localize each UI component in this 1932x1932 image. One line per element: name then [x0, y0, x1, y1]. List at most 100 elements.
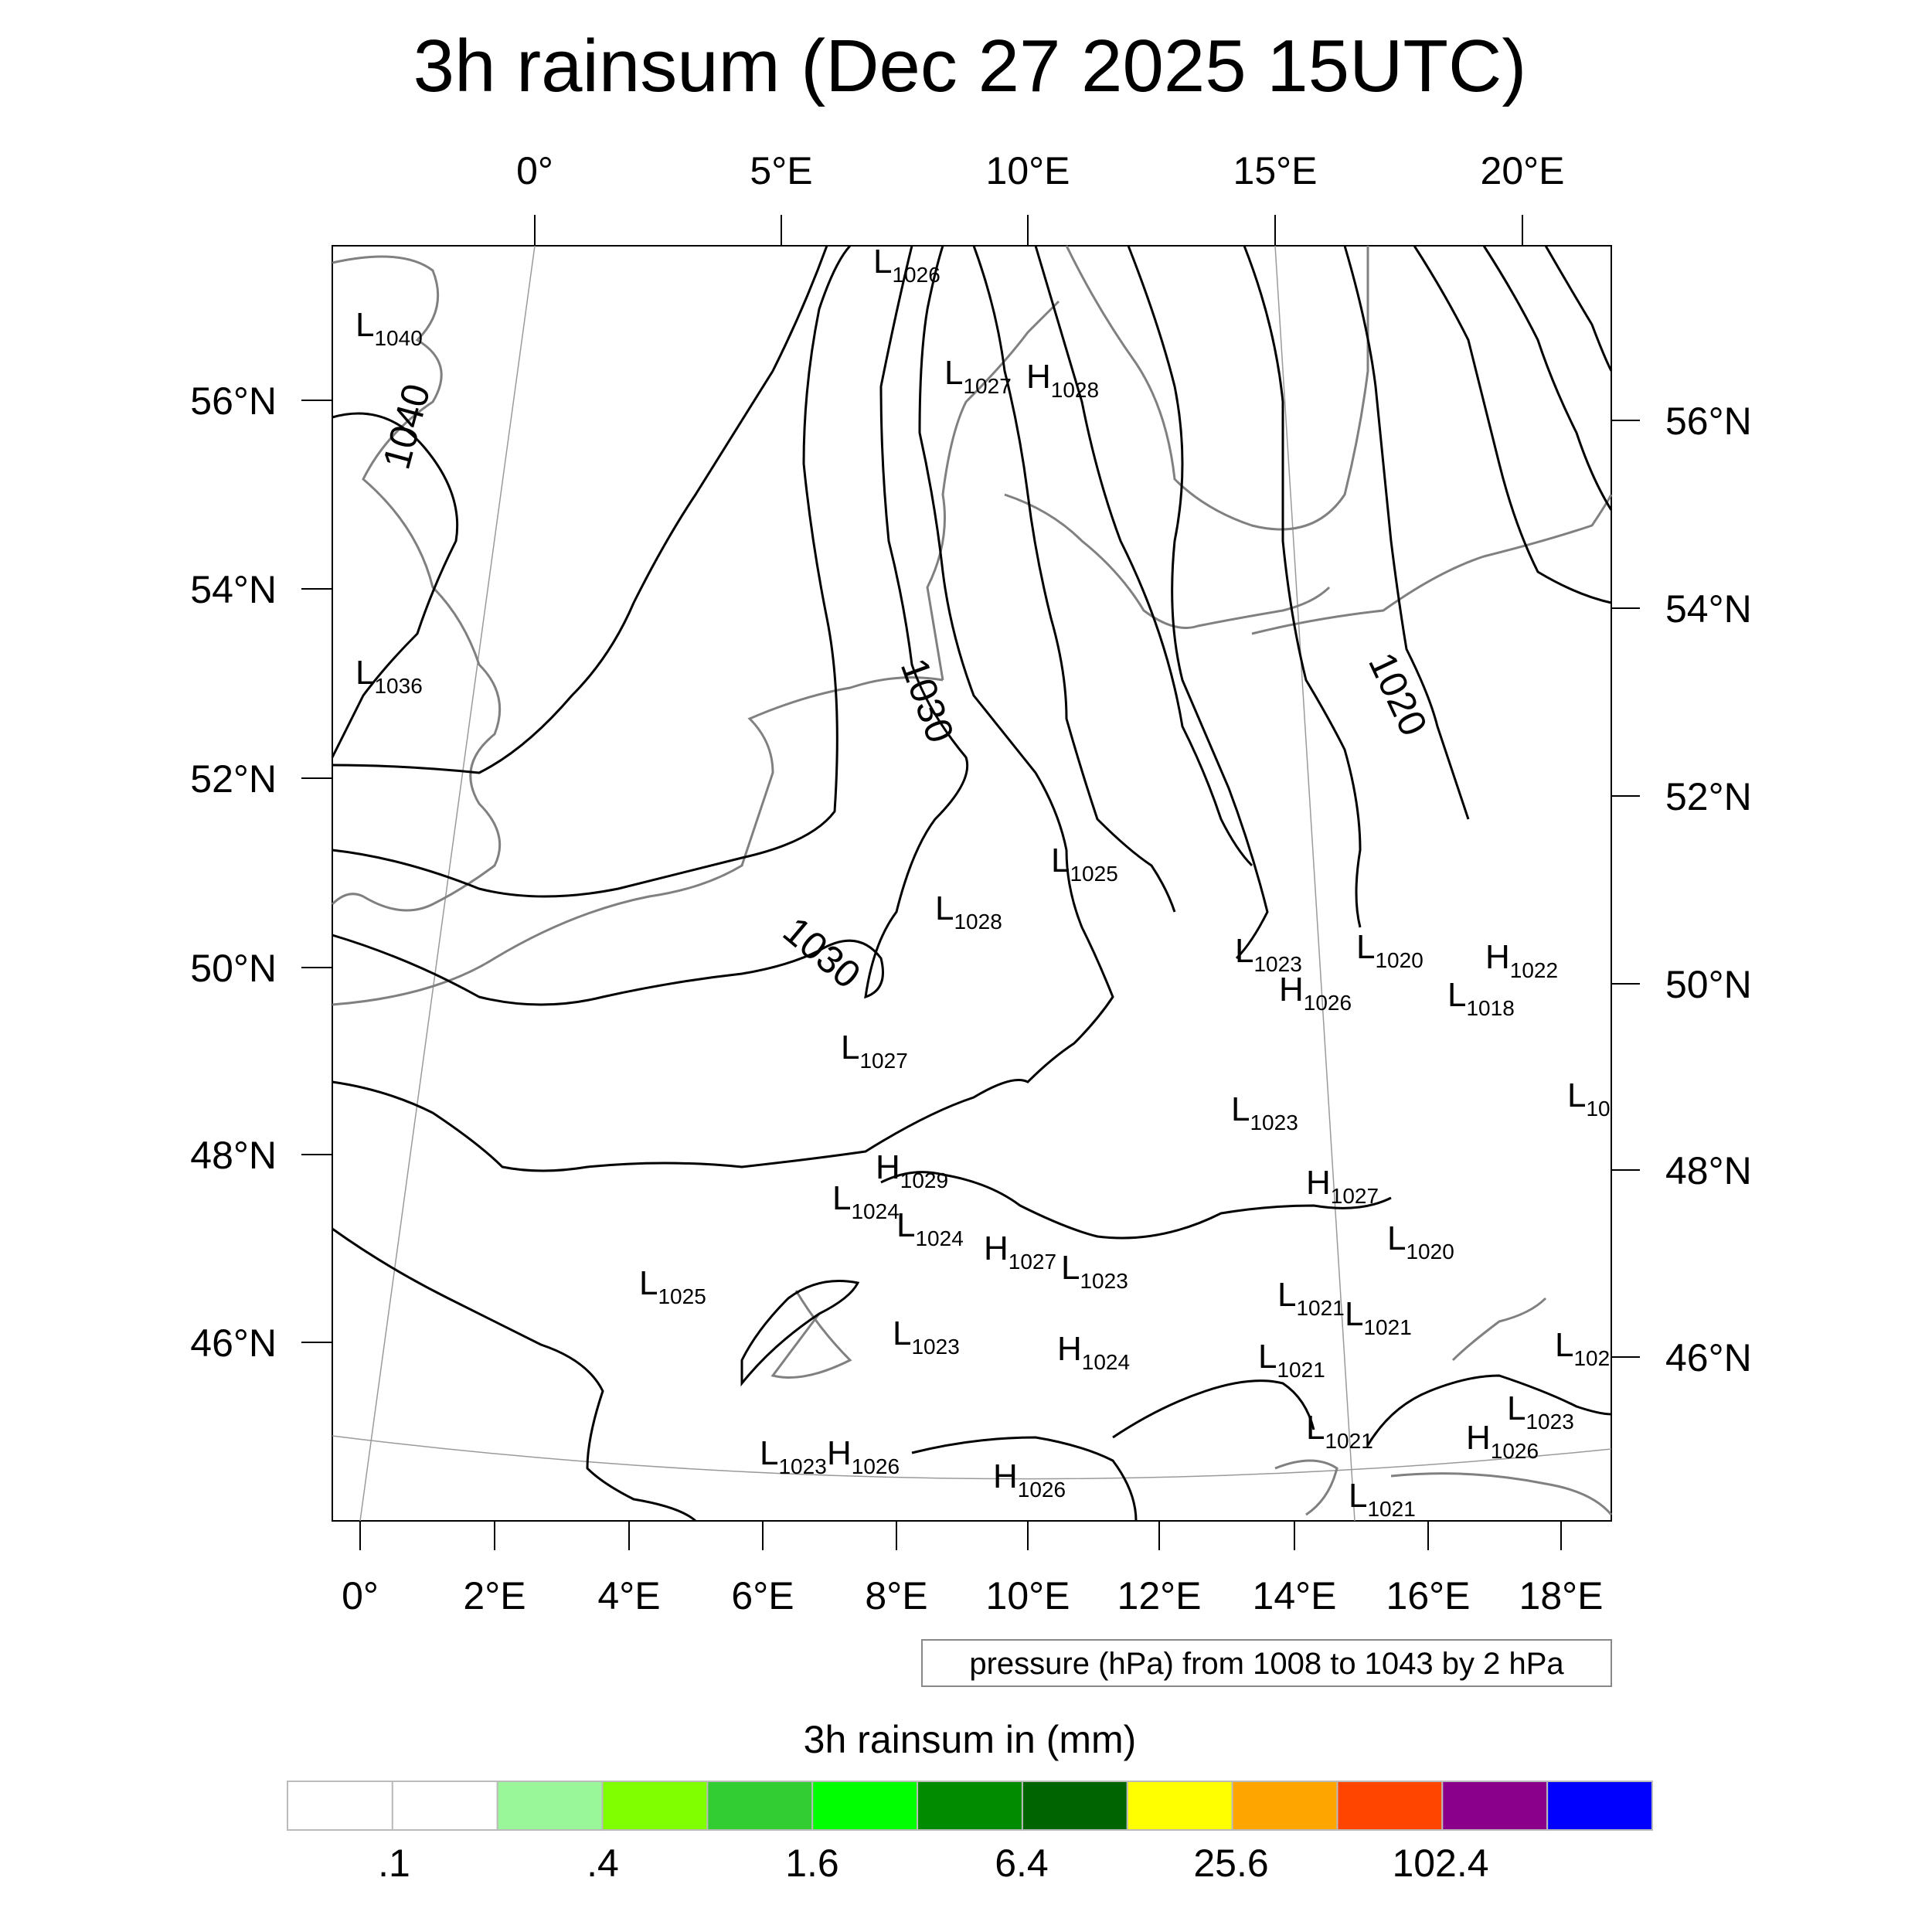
coast-adriatic	[1274, 1459, 1338, 1516]
pressure-center-label: L1021	[1345, 1295, 1412, 1339]
graticule	[332, 245, 1612, 1522]
bottom-lon-label: 8°E	[865, 1574, 927, 1617]
pressure-center-label: L1023	[1235, 932, 1302, 976]
colorbar-box	[1441, 1781, 1549, 1831]
left-lat-label: 52°N	[190, 757, 277, 801]
map-frame	[332, 245, 1612, 1522]
coast-southeast	[1390, 1472, 1613, 1515]
right-lat-label: 48°N	[1665, 1149, 1752, 1192]
isobar-1036	[332, 245, 828, 774]
right-lat-label: 46°N	[1665, 1336, 1752, 1379]
isobar-1022	[1127, 245, 1269, 960]
bottom-axis: 0° 2°E 4°E 6°E 8°E 10°E 12°E 14°E 16°E 1…	[342, 1521, 1603, 1617]
border-poland-north	[1251, 494, 1613, 635]
pressure-center-label: L1026	[873, 243, 940, 287]
pressure-center-label: L1027	[944, 354, 1012, 398]
pressure-center-label: L102	[1555, 1326, 1610, 1370]
top-lon-label: 15°E	[1233, 149, 1318, 192]
isobar-1020	[1243, 245, 1362, 928]
bottom-lon-label: 14°E	[1253, 1574, 1337, 1617]
isobar-dinaric	[1112, 1379, 1315, 1439]
colorbar-label: 102.4	[1392, 1842, 1488, 1885]
pressure-center-label: L1023	[1507, 1389, 1574, 1434]
top-lon-label: 10°E	[986, 149, 1070, 192]
pressure-center-label: L1028	[935, 889, 1002, 934]
pressure-center-label: H1022	[1485, 938, 1558, 982]
bottom-lon-label: 12°E	[1117, 1574, 1202, 1617]
pressure-center-label: H1029	[876, 1148, 948, 1192]
border-east	[1451, 1297, 1547, 1362]
isobar-1026-south	[332, 1227, 697, 1522]
isobar-1040	[331, 412, 459, 758]
pressure-center-label: L1040	[355, 306, 423, 350]
pressure-center-label: L1025	[639, 1264, 706, 1308]
pressure-center-label: L1020	[1356, 928, 1423, 972]
coast-jutland	[926, 300, 1060, 681]
colorbar-label: 25.6	[1193, 1842, 1268, 1885]
bottom-lon-label: 0°	[342, 1574, 379, 1617]
pressure-center-label: L1023	[1061, 1249, 1128, 1293]
pressure-center-label: H1028	[1026, 358, 1099, 402]
isobars	[331, 244, 1613, 1522]
colorbar-title: 3h rainsum in (mm)	[804, 1718, 1137, 1761]
colorbar-box	[1021, 1781, 1128, 1831]
pressure-centers: L1026 L1040 L1027 H1028 L1036 L1025 L102…	[355, 243, 1611, 1521]
colorbar-label: .1	[378, 1842, 410, 1885]
map-title: 3h rainsum (Dec 27 2025 15UTC)	[413, 25, 1527, 107]
colorbar-label: 6.4	[995, 1842, 1049, 1885]
parallel-45n	[332, 1435, 1612, 1480]
colorbar-box	[1336, 1781, 1444, 1831]
coastlines	[331, 245, 1613, 1516]
pressure-center-label: L1021	[1277, 1276, 1345, 1320]
pressure-center-label: H1027	[984, 1230, 1056, 1274]
coast-britain	[331, 255, 502, 912]
left-lat-label: 56°N	[190, 379, 277, 423]
map-panel: 1040 1030 1030 1020 L1026 L1040 L1027 H1…	[331, 243, 1613, 1522]
colorbar-box	[287, 1781, 393, 1831]
top-axis: 0° 5°E 10°E 15°E 20°E	[516, 149, 1564, 246]
right-lat-label: 50°N	[1665, 963, 1752, 1006]
lake-geneva	[770, 1290, 852, 1379]
left-lat-label: 54°N	[190, 568, 277, 611]
colorbar-box	[391, 1781, 498, 1831]
right-axis: 56°N 54°N 52°N 50°N 48°N 46°N	[1611, 400, 1752, 1379]
pressure-center-label: L1024	[896, 1206, 964, 1250]
meridian-0	[359, 245, 536, 1522]
left-lat-label: 48°N	[190, 1134, 277, 1177]
pressure-center-label: L1020	[1387, 1219, 1454, 1264]
isobar-1026-north	[972, 245, 1176, 913]
pressure-note: pressure (hPa) from 1008 to 1043 by 2 hP…	[921, 1639, 1612, 1687]
right-lat-label: 54°N	[1665, 587, 1752, 631]
pressure-center-label: H1026	[993, 1458, 1066, 1502]
left-lat-label: 50°N	[190, 947, 277, 990]
pressure-center-label: L1018	[1447, 976, 1515, 1020]
pressure-center-label: L1021	[1306, 1409, 1373, 1453]
bottom-lon-label: 10°E	[986, 1574, 1070, 1617]
isobar-1028	[332, 245, 1114, 1172]
isobar-po	[911, 1436, 1138, 1522]
pressure-center-label: L1025	[1051, 842, 1118, 886]
pressure-center-label: L1036	[355, 654, 423, 698]
bottom-lon-label: 4°E	[597, 1574, 660, 1617]
isobar-1018	[1343, 245, 1470, 820]
colorbar-label: 1.6	[785, 1842, 839, 1885]
pressure-note-text: pressure (hPa) from 1008 to 1043 by 2 hP…	[969, 1647, 1564, 1681]
bottom-lon-label: 6°E	[731, 1574, 794, 1617]
isobar-1012	[1544, 245, 1613, 372]
meridian-15e	[1274, 245, 1355, 1522]
top-lon-label: 0°	[516, 149, 553, 192]
coast-baltic-south	[1004, 493, 1331, 629]
left-axis: 56°N 54°N 52°N 50°N 48°N 46°N	[190, 379, 332, 1365]
pressure-center-label: L1023	[760, 1434, 827, 1478]
isobar-1014	[1482, 245, 1613, 511]
colorbar-label: .4	[587, 1842, 619, 1885]
colorbar-box	[811, 1781, 919, 1831]
right-lat-label: 56°N	[1665, 400, 1752, 443]
pressure-center-label: H1027	[1306, 1164, 1379, 1208]
isobar-1032	[332, 244, 852, 898]
left-lat-label: 46°N	[190, 1321, 277, 1365]
isobar-1016	[1413, 245, 1612, 604]
colorbar-box	[1231, 1781, 1338, 1831]
top-lon-label: 20°E	[1481, 149, 1565, 192]
pressure-center-label: L1027	[841, 1029, 908, 1073]
